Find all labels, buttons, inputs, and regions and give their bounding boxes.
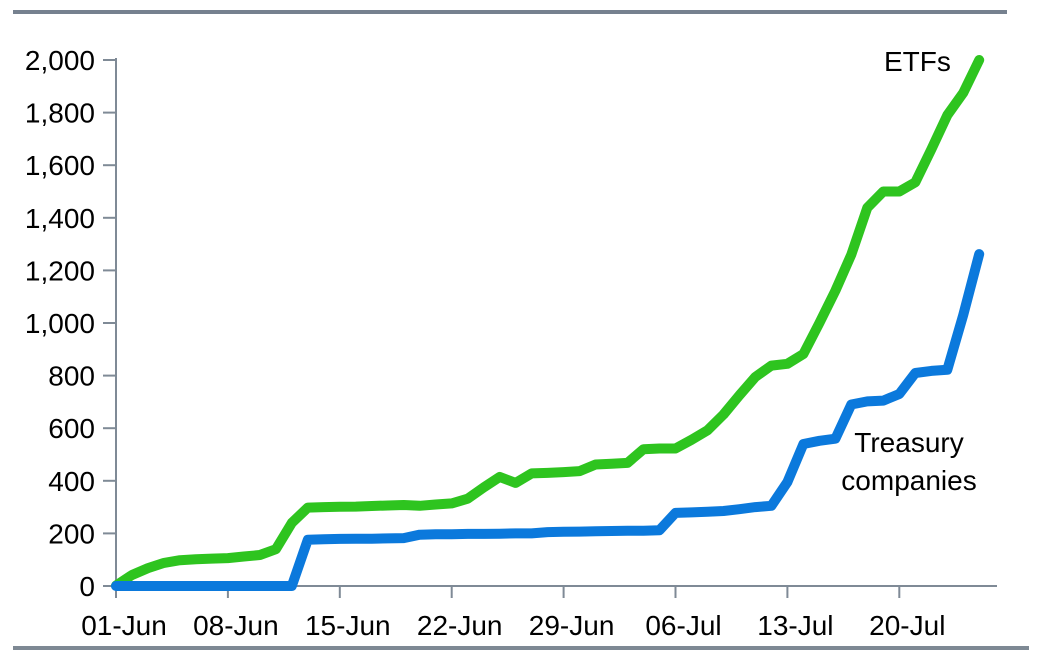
x-axis-tick-label: 15-Jun [305, 610, 391, 641]
y-axis-tick-label: 800 [48, 361, 95, 392]
y-axis-tick-label: 2,000 [25, 45, 95, 76]
series-lines [111, 55, 985, 591]
treasury-series-label-line2: companies [841, 465, 976, 496]
y-axis-tick-label: 400 [48, 466, 95, 497]
y-axis-tick-label: 1,000 [25, 308, 95, 339]
series-line-treasury-companies [111, 249, 985, 591]
x-axis-tick-label: 13-Jul [757, 610, 833, 641]
y-axis-tick-label: 200 [48, 518, 95, 549]
x-axis-tick-label: 20-Jul [869, 610, 945, 641]
series-line-etfs [111, 55, 985, 591]
x-axis-tick-label: 01-Jun [81, 610, 167, 641]
bottom-border-rule [13, 646, 1029, 650]
y-axis-tick-label: 1,600 [25, 150, 95, 181]
top-border-rule [13, 10, 1007, 14]
treasury-series-label-line1: Treasury [854, 427, 963, 458]
x-axis-tick-label: 08-Jun [193, 610, 279, 641]
etfs-series-label: ETFs [884, 46, 951, 77]
y-axis-tick-label: 600 [48, 413, 95, 444]
y-axis-tick-label: 1,800 [25, 98, 95, 129]
x-axis-tick-label: 29-Jun [529, 610, 615, 641]
axes: 0 200 400 600 800 1,000 1,200 1,400 1,600 1,800 2,… [25, 45, 997, 641]
y-axis-tick-label: 1,200 [25, 255, 95, 286]
y-axis-tick-label: 0 [79, 571, 95, 602]
x-axis-tick-label: 22-Jun [417, 610, 503, 641]
x-axis-tick-label: 06-Jul [645, 610, 721, 641]
y-axis-tick-label: 1,400 [25, 203, 95, 234]
